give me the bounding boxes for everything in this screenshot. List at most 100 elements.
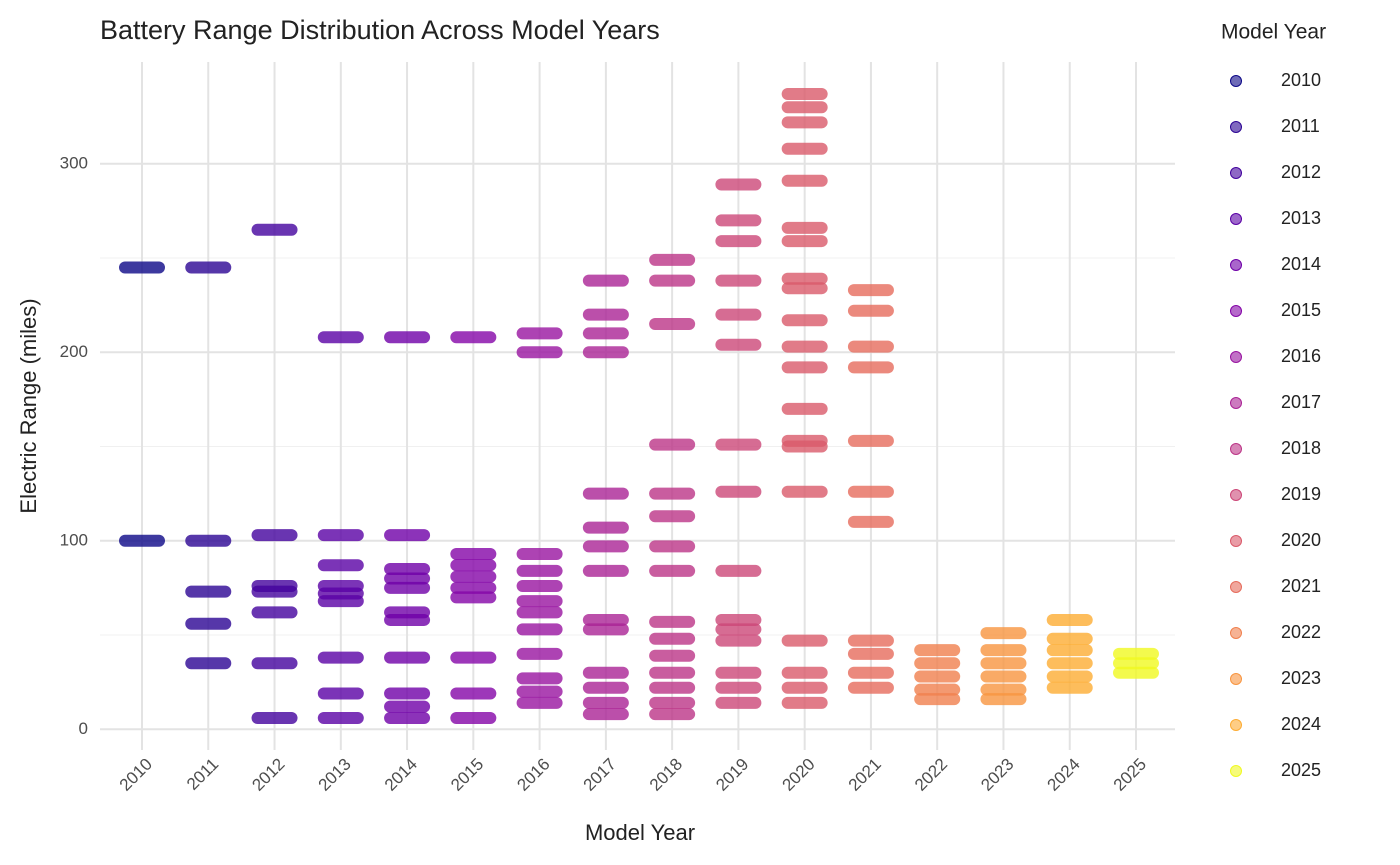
- point-cluster: [582, 708, 629, 721]
- legend-label: 2014: [1281, 254, 1321, 274]
- legend-title: Model Year: [1221, 21, 1326, 44]
- point-cluster: [980, 683, 1027, 696]
- legend-label: 2011: [1281, 116, 1320, 136]
- point-cluster: [251, 585, 298, 598]
- point-cluster: [251, 711, 298, 724]
- point-cluster: [914, 644, 961, 657]
- point-cluster: [185, 617, 232, 630]
- point-cluster: [715, 274, 762, 287]
- x-tick-label: 2021: [845, 755, 885, 795]
- legend-label: 2022: [1281, 622, 1321, 642]
- point-cluster: [847, 634, 894, 647]
- point-cluster: [384, 613, 431, 626]
- legend-label: 2010: [1281, 70, 1321, 90]
- legend-swatch: [1230, 75, 1242, 87]
- point-cluster: [582, 540, 629, 553]
- legend-label: 2012: [1281, 162, 1321, 182]
- point-cluster: [781, 485, 828, 498]
- point-cluster: [450, 547, 497, 560]
- point-cluster: [649, 318, 696, 331]
- point-cluster: [715, 681, 762, 694]
- legend-swatch: [1230, 489, 1242, 501]
- point-cluster: [649, 632, 696, 645]
- point-cluster: [384, 651, 431, 664]
- legend-swatch: [1230, 581, 1242, 593]
- point-cluster: [251, 657, 298, 670]
- point-cluster: [384, 563, 431, 576]
- point-cluster: [781, 361, 828, 374]
- point-cluster: [317, 529, 364, 542]
- point-cluster: [516, 547, 563, 560]
- legend-label: 2025: [1281, 760, 1321, 780]
- point-cluster: [582, 666, 629, 679]
- legend-swatch: [1230, 535, 1242, 547]
- point-cluster: [649, 564, 696, 577]
- point-cluster: [1046, 657, 1093, 670]
- point-cluster: [317, 595, 364, 608]
- point-cluster: [384, 711, 431, 724]
- point-cluster: [781, 681, 828, 694]
- chart-title: Battery Range Distribution Across Model …: [100, 15, 660, 45]
- legend-swatch: [1230, 397, 1242, 409]
- legend-swatch: [1230, 259, 1242, 271]
- point-cluster: [450, 591, 497, 604]
- point-cluster: [582, 487, 629, 500]
- point-cluster: [1046, 632, 1093, 645]
- point-cluster: [450, 559, 497, 572]
- point-cluster: [251, 529, 298, 542]
- point-cluster: [450, 711, 497, 724]
- y-tick-label: 200: [60, 342, 88, 361]
- x-tick-label: 2024: [1044, 755, 1084, 795]
- point-cluster: [649, 438, 696, 451]
- point-cluster: [715, 666, 762, 679]
- x-tick-label: 2025: [1110, 755, 1150, 795]
- point-cluster: [649, 510, 696, 523]
- point-cluster: [516, 346, 563, 359]
- point-cluster: [980, 670, 1027, 683]
- point-cluster: [649, 540, 696, 553]
- point-cluster: [1113, 647, 1159, 660]
- legend-swatch: [1230, 167, 1242, 179]
- point-cluster: [649, 666, 696, 679]
- x-axis-label: Model Year: [585, 820, 695, 845]
- legend-swatch: [1230, 121, 1242, 133]
- point-cluster: [781, 634, 828, 647]
- point-cluster: [582, 613, 629, 626]
- point-cluster: [781, 235, 828, 248]
- point-cluster: [649, 649, 696, 662]
- y-tick-label: 0: [79, 719, 88, 738]
- point-cluster: [317, 711, 364, 724]
- point-cluster: [516, 564, 563, 577]
- legend-label: 2015: [1281, 300, 1321, 320]
- point-cluster: [781, 314, 828, 327]
- point-cluster: [119, 261, 165, 274]
- point-cluster: [715, 235, 762, 248]
- legend-swatch: [1230, 351, 1242, 363]
- point-cluster: [450, 570, 497, 583]
- point-cluster: [582, 696, 629, 709]
- legend-label: 2017: [1281, 392, 1321, 412]
- point-cluster: [781, 101, 828, 114]
- point-cluster: [914, 657, 961, 670]
- point-cluster: [649, 274, 696, 287]
- point-cluster: [251, 606, 298, 619]
- point-cluster: [516, 606, 563, 619]
- point-cluster: [1046, 670, 1093, 683]
- point-cluster: [649, 615, 696, 628]
- point-cluster: [1046, 644, 1093, 657]
- point-cluster: [980, 627, 1027, 640]
- x-tick-label: 2023: [977, 755, 1017, 795]
- point-cluster: [1113, 657, 1159, 670]
- point-cluster: [317, 687, 364, 700]
- x-tick-label: 2012: [248, 755, 288, 795]
- point-cluster: [516, 685, 563, 698]
- point-cluster: [1046, 681, 1093, 694]
- point-cluster: [450, 687, 497, 700]
- point-cluster: [715, 634, 762, 647]
- x-tick-label: 2013: [315, 755, 355, 795]
- point-cluster: [781, 272, 828, 285]
- x-tick-label: 2014: [381, 755, 421, 795]
- y-axis-label: Electric Range (miles): [16, 298, 41, 513]
- y-tick-label: 300: [60, 153, 88, 172]
